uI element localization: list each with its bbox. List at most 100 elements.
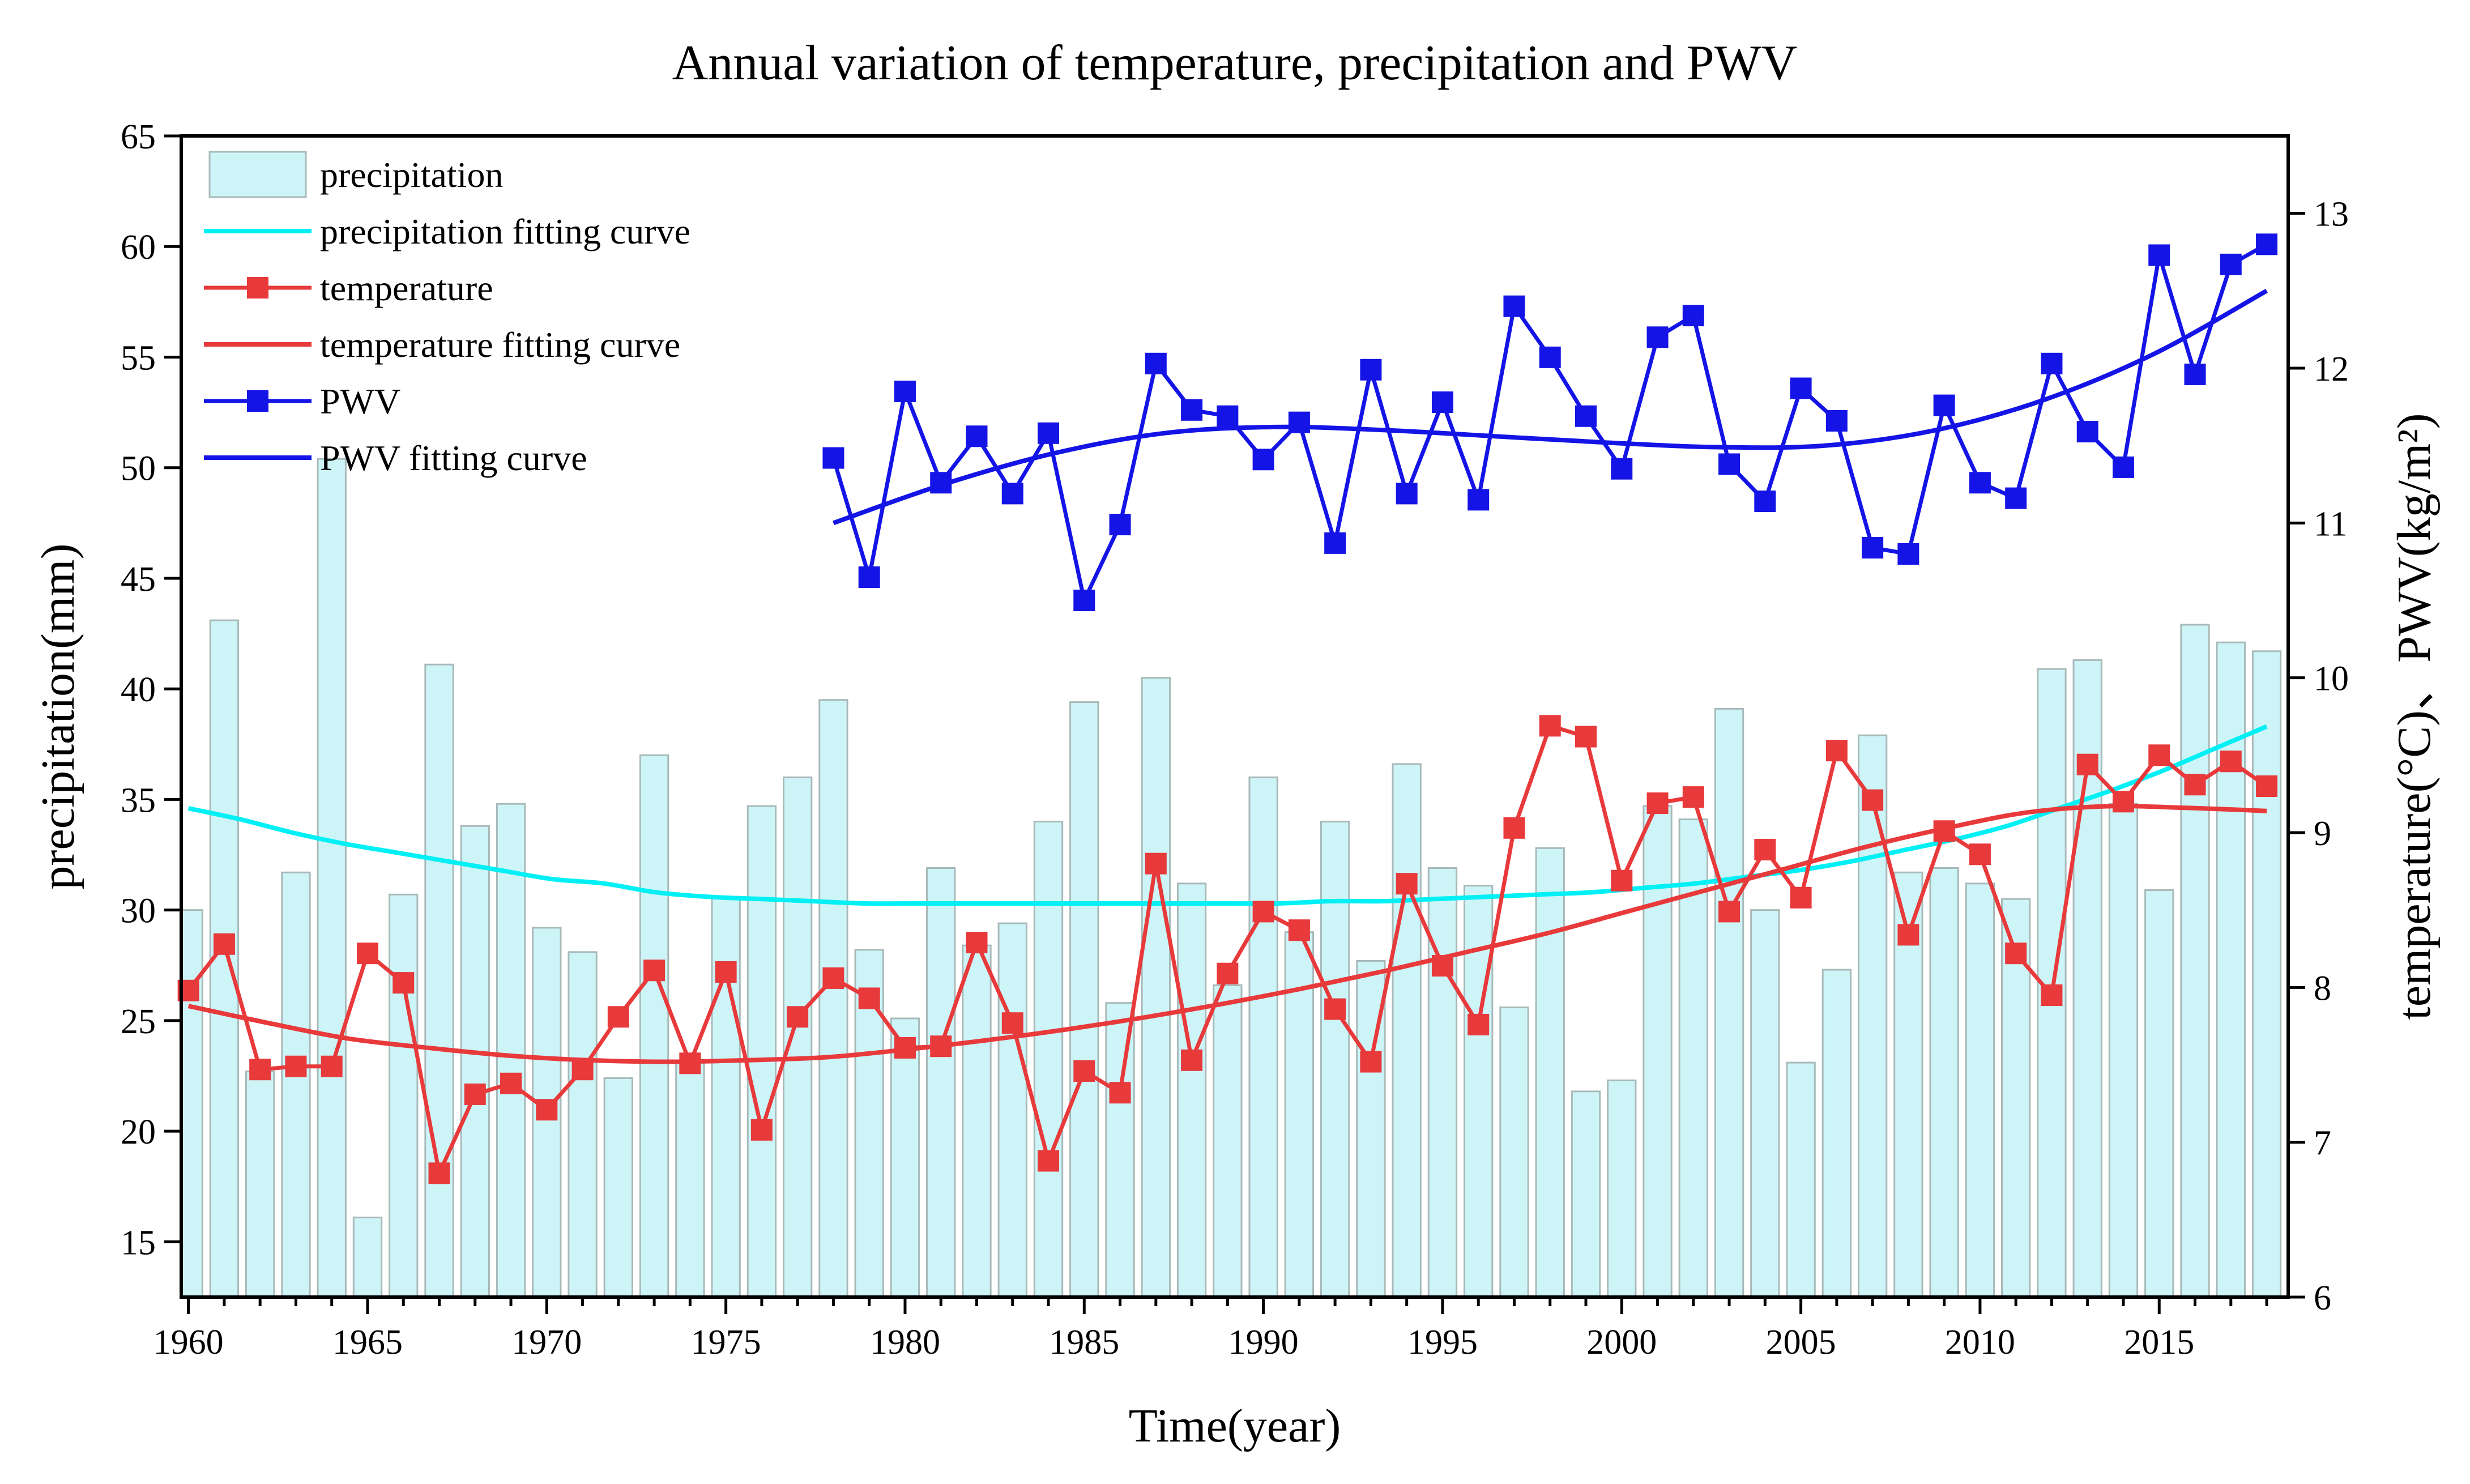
temperature-point-2011 [2005,943,2027,965]
pwv-point-1978 [822,447,844,469]
x-tick-label-1980: 1980 [870,1323,940,1362]
precipitation-bar-1975 [711,895,741,1297]
pwv-point-2006 [1825,410,1848,432]
y-left-tick-label-35: 35 [121,781,156,820]
precipitation-bar-2009 [1929,867,1959,1297]
legend-label-temperature-fit: temperature fitting curve [320,325,680,365]
pwv-point-1991 [1288,411,1310,433]
precipitation-bar-1967 [424,663,454,1297]
precipitation-bar-1965 [352,1216,383,1297]
x-ticks: 1960 1965 1970 1975 1980 1985 1990 1995 2000 2005… [153,1297,2268,1362]
precipitation-bar-1987 [1141,677,1171,1297]
pwv-point-2007 [1862,537,1884,559]
temperature-point-1982 [966,932,988,954]
temperature-point-2008 [1897,924,1919,946]
temperature-point-1975 [715,961,737,983]
pwv-point-1995 [1431,391,1453,413]
temperature-point-2000 [1611,869,1633,892]
precipitation-bar-1994 [1392,763,1422,1297]
pwv-point-2001 [1646,326,1669,348]
precipitation-bar-1992 [1320,820,1350,1297]
legend-label-precipitation-fit: precipitation fitting curve [320,211,690,251]
y-right-tick-label-12: 12 [2314,350,2349,389]
pwv-point-1992 [1324,532,1346,554]
pwv-point-2017 [2220,253,2242,275]
y-right-tick-label-9: 9 [2314,815,2331,853]
bars-layer [181,458,2282,1297]
chart-title: Annual variation of temperature, precipi… [672,36,1798,91]
precipitation-bar-1971 [568,951,598,1297]
precipitation-bar-1998 [1535,847,1565,1297]
temperature-point-2007 [1862,789,1884,811]
pwv-point-2015 [2148,244,2170,266]
x-tick-label-2010: 2010 [1945,1323,2015,1362]
y-right-ticks: 6 7 8 9 10 11 12 13 [2288,195,2349,1317]
x-tick-label-1965: 1965 [332,1323,403,1362]
temperature-point-1979 [858,987,880,1009]
x-tick-label-1985: 1985 [1049,1323,1119,1362]
pwv-point-2003 [1718,453,1740,475]
pwv-point-2009 [1933,394,1955,416]
legend-swatch-precipitation [208,151,307,198]
temperature-point-2017 [2220,750,2242,773]
precipitation-bar-1960 [181,909,203,1297]
y-left-axis-title: precipitation(mm) [32,543,84,889]
precipitation-fit-curve [187,724,2268,906]
x-tick-label-1990: 1990 [1228,1323,1299,1362]
y-right-tick-label-6: 6 [2314,1279,2331,1317]
legend-label-precipitation: precipitation [320,155,503,195]
legend-swatch-pwv-marker [247,390,268,412]
temperature-point-1961 [213,933,235,955]
precipitation-bar-2014 [2108,803,2139,1297]
precipitation-bar-1999 [1571,1090,1601,1297]
temperature-point-1991 [1288,919,1310,941]
precipitation-bar-2004 [1750,909,1780,1297]
legend-label-pwv-fit: PWV fitting curve [320,438,587,478]
precipitation-bar-1969 [496,803,526,1297]
precipitation-bar-1997 [1499,1006,1529,1297]
precipitation-bar-1978 [818,699,848,1297]
y-right-tick-label-13: 13 [2314,195,2349,234]
pwv-point-1982 [966,425,988,447]
temperature-point-1971 [571,1059,594,1081]
temperature-point-1972 [607,1006,629,1028]
pwv-point-1990 [1252,449,1274,471]
precipitation-bar-1964 [317,458,347,1297]
precipitation-bar-2007 [1857,734,1888,1297]
temperature-point-1990 [1252,901,1274,923]
temperature-point-1998 [1539,715,1561,737]
pwv-point-1987 [1145,352,1167,374]
precipitation-bar-1962 [245,1071,275,1297]
temperature-point-2004 [1754,839,1776,861]
pwv-point-2016 [2184,363,2206,385]
temperature-point-1997 [1503,817,1525,839]
temperature-point-1993 [1360,1051,1382,1073]
temperature-point-2015 [2148,744,2170,766]
temperature-point-1967 [428,1162,450,1184]
precipitation-bar-1988 [1176,882,1207,1297]
y-right-tick-label-10: 10 [2314,660,2349,698]
y-left-tick-label-45: 45 [121,560,156,599]
temperature-point-1992 [1324,998,1346,1020]
precipitation-bar-1968 [460,825,490,1297]
plot-frame [180,134,2290,1299]
y-left-ticks: 15 20 25 30 35 40 45 50 55 60 65 [121,118,181,1262]
pwv-point-1989 [1217,405,1239,427]
pwv-point-1999 [1575,405,1597,427]
temperature-point-1984 [1038,1150,1060,1172]
pwv-point-1985 [1073,590,1095,611]
x-tick-label-1975: 1975 [691,1323,761,1362]
precipitation-bar-1980 [890,1017,920,1297]
pwv-point-2000 [1611,458,1633,480]
temperature-point-2009 [1933,820,1955,842]
temperature-point-2003 [1718,901,1740,923]
pwv-point-1994 [1396,483,1418,505]
precipitation-bar-1995 [1427,867,1458,1297]
precipitation-bar-1963 [281,871,311,1297]
temperature-point-1974 [679,1052,701,1074]
x-tick-label-2015: 2015 [2124,1323,2194,1362]
precipitation-bar-2006 [1821,969,1852,1297]
precipitation-bar-2002 [1678,818,1708,1297]
precipitation-bar-1989 [1213,984,1243,1297]
y-right-tick-label-8: 8 [2314,969,2331,1008]
